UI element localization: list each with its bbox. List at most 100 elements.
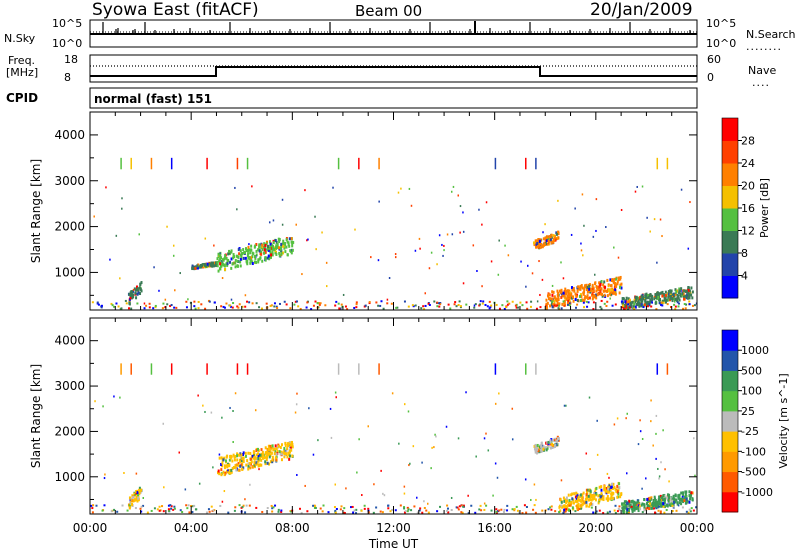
data-cell <box>595 492 598 496</box>
data-cell <box>636 301 639 305</box>
data-cell <box>264 462 267 466</box>
data-cell <box>591 285 594 289</box>
data-cell <box>591 495 594 499</box>
data-cell <box>269 448 272 452</box>
data-cell <box>238 504 241 507</box>
data-cell <box>324 304 327 307</box>
data-cell <box>188 511 191 514</box>
data-cell <box>467 494 469 497</box>
data-cell <box>269 304 272 307</box>
data-cell <box>288 441 291 445</box>
data-cell <box>270 504 273 507</box>
data-cell <box>433 300 436 303</box>
data-cell <box>588 284 591 288</box>
data-cell <box>270 451 273 455</box>
data-cell <box>639 297 642 301</box>
data-cell <box>606 511 609 514</box>
data-cell <box>621 297 624 301</box>
data-cell <box>418 509 421 512</box>
data-cell <box>113 305 116 308</box>
data-cell <box>150 363 153 375</box>
data-cell <box>169 305 172 308</box>
data-cell <box>596 285 599 289</box>
data-cell <box>286 447 289 451</box>
data-cell <box>588 396 591 399</box>
data-cell <box>585 504 588 508</box>
data-cell <box>600 307 603 310</box>
data-cell <box>689 510 692 513</box>
data-cell <box>263 456 266 460</box>
data-cell <box>690 491 693 495</box>
data-cell <box>234 464 237 468</box>
data-cell <box>276 445 279 449</box>
data-cell <box>259 463 262 467</box>
data-cell <box>576 508 579 511</box>
data-cell <box>187 298 189 301</box>
data-cell <box>608 484 611 488</box>
data-cell <box>258 249 261 253</box>
data-cell <box>570 493 573 497</box>
data-cell <box>246 259 249 263</box>
data-cell <box>200 303 203 306</box>
data-cell <box>660 291 663 295</box>
data-cell <box>239 249 242 253</box>
data-cell <box>607 485 610 489</box>
data-cell <box>337 302 340 305</box>
data-cell <box>485 201 488 204</box>
data-cell <box>173 507 176 510</box>
data-cell <box>204 410 206 413</box>
data-cell <box>551 445 554 449</box>
x-tick-label: 08:00 <box>275 521 310 535</box>
data-cell <box>540 441 543 445</box>
data-cell <box>216 264 219 268</box>
data-cell <box>564 289 567 293</box>
data-cell <box>284 250 287 254</box>
data-cell <box>668 495 671 499</box>
data-cell <box>280 450 283 454</box>
data-cell <box>474 303 477 306</box>
data-cell <box>280 510 283 513</box>
data-cell <box>418 237 421 240</box>
data-cell <box>524 478 527 481</box>
data-cell <box>588 287 591 291</box>
data-cell <box>586 285 589 289</box>
data-cell <box>545 239 548 243</box>
data-cell <box>686 293 689 297</box>
data-cell <box>643 303 646 307</box>
colorbar-segment <box>722 185 738 209</box>
data-cell <box>626 472 628 475</box>
data-cell <box>568 498 571 502</box>
data-cell <box>557 437 560 441</box>
data-cell <box>244 305 247 308</box>
data-cell <box>218 453 221 456</box>
data-cell <box>557 295 560 299</box>
data-cell <box>485 504 488 507</box>
data-cell <box>400 187 402 190</box>
data-cell <box>142 504 145 507</box>
data-cell <box>281 251 284 255</box>
data-cell <box>234 506 237 509</box>
data-cell <box>208 510 211 513</box>
data-cell <box>154 304 157 307</box>
data-cell <box>288 244 291 248</box>
data-cell <box>687 247 690 250</box>
data-cell <box>462 211 464 214</box>
data-cell <box>269 247 272 251</box>
data-cell <box>334 304 337 307</box>
colorbar-tick-label: 24 <box>741 157 755 170</box>
data-cell <box>269 444 271 447</box>
data-cell <box>652 444 654 447</box>
data-cell <box>140 488 143 492</box>
data-cell <box>656 261 658 264</box>
data-cell <box>568 293 571 297</box>
data-cell <box>583 299 586 303</box>
data-cell <box>687 511 690 514</box>
data-cell <box>608 289 611 293</box>
data-cell <box>548 239 551 243</box>
data-cell <box>563 291 566 295</box>
data-cell <box>173 505 176 508</box>
data-cell <box>398 442 400 445</box>
data-cell <box>545 306 548 310</box>
data-cell <box>590 498 593 502</box>
data-cell <box>627 303 630 306</box>
